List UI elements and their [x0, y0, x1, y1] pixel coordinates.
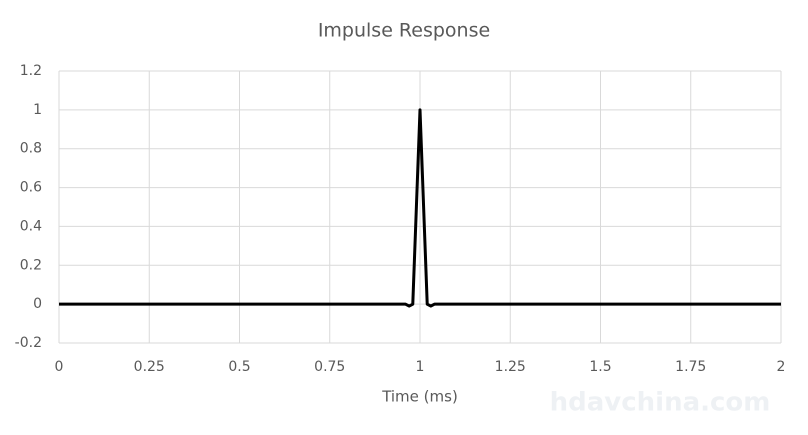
data-line [59, 108, 781, 308]
x-axis-label: Time (ms) [381, 388, 458, 406]
y-tick-label: 0 [33, 296, 42, 312]
x-tick-label: 0.5 [228, 359, 250, 375]
x-tick-label: 0.25 [134, 359, 165, 375]
chart-title: Impulse Response [318, 20, 490, 42]
y-tick-label: 0.4 [20, 218, 42, 234]
x-tick-label: 1.25 [495, 359, 526, 375]
y-tick-label: 0.2 [20, 257, 42, 273]
x-tick-label: 1.5 [589, 359, 611, 375]
x-tick-label: 0.75 [314, 359, 345, 375]
y-tick-label: 0.8 [20, 141, 42, 157]
y-tick-label: 1.2 [20, 63, 42, 79]
y-tick-label: 1 [33, 102, 42, 118]
x-tick-label: 2 [777, 359, 786, 375]
x-tick-label: 1.75 [675, 359, 706, 375]
y-tick-label: -0.2 [15, 335, 42, 351]
x-tick-label: 0 [55, 359, 64, 375]
y-tick-label: 0.6 [20, 180, 42, 196]
x-tick-label: 1 [416, 359, 425, 375]
watermark: hdavchina.com [550, 388, 771, 418]
